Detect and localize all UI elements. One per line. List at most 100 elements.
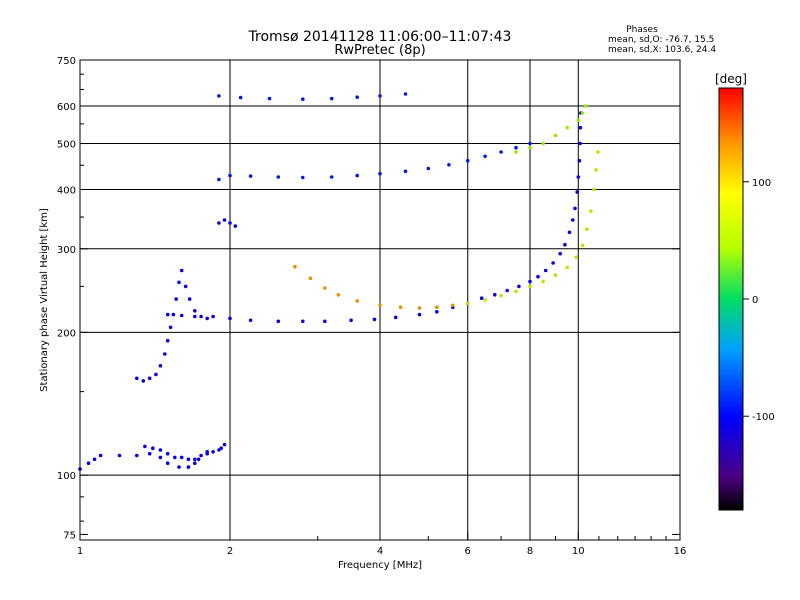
- data-point: [435, 305, 439, 310]
- data-point: [98, 453, 103, 458]
- data-point: [135, 453, 139, 458]
- x-tick-label: 1: [77, 546, 83, 557]
- data-point: [596, 150, 600, 154]
- data-point: [147, 376, 152, 381]
- x-axis-label: Frequency [MHz]: [338, 560, 422, 571]
- data-point: [179, 455, 184, 460]
- data-point: [323, 319, 327, 324]
- y-tick-label: 750: [57, 56, 76, 67]
- data-point: [217, 221, 221, 225]
- y-axis-label: Stationary phase Virtual Height [km]: [39, 208, 50, 392]
- data-point: [417, 306, 422, 310]
- data-point: [193, 314, 197, 319]
- data-point: [151, 446, 155, 451]
- data-point: [435, 310, 439, 314]
- data-point: [199, 314, 203, 319]
- data-point: [594, 168, 598, 172]
- x-tick-label: 16: [674, 546, 687, 557]
- data-point: [336, 293, 341, 297]
- data-point: [222, 218, 227, 222]
- data-point: [514, 145, 518, 150]
- data-point: [398, 305, 403, 310]
- data-point: [183, 284, 188, 289]
- colorbar: [718, 87, 744, 511]
- data-point: [483, 298, 487, 302]
- data-point: [378, 94, 382, 98]
- data-point: [186, 465, 191, 469]
- data-point: [301, 175, 305, 180]
- data-point: [493, 293, 497, 297]
- data-point: [219, 446, 223, 451]
- data-point: [196, 457, 201, 462]
- data-point: [193, 461, 197, 466]
- data-point: [217, 94, 221, 98]
- colorbar-tick-label: -100: [752, 412, 775, 423]
- data-point: [558, 251, 562, 256]
- data-point: [158, 455, 163, 460]
- colorbar-tick-label: 100: [752, 178, 771, 189]
- data-point: [165, 451, 170, 456]
- data-point: [179, 268, 184, 273]
- data-point: [186, 457, 191, 462]
- data-point: [217, 177, 221, 182]
- data-point: [174, 297, 178, 301]
- data-point: [135, 376, 139, 381]
- data-point: [355, 299, 360, 303]
- data-point: [565, 125, 569, 130]
- data-point: [248, 174, 253, 178]
- chart-subtitle: RwPretec (8p): [334, 43, 425, 58]
- data-point: [228, 221, 232, 225]
- data-point: [553, 133, 558, 138]
- data-point: [276, 175, 281, 179]
- data-point: [563, 242, 567, 247]
- data-point: [393, 315, 398, 320]
- data-point: [585, 227, 589, 231]
- data-point: [211, 314, 215, 319]
- data-point: [248, 318, 253, 323]
- y-tick-label: 600: [57, 102, 76, 113]
- data-point: [293, 264, 297, 269]
- phases-heading: Phases: [626, 25, 658, 35]
- data-point: [536, 274, 540, 279]
- data-point: [372, 317, 377, 322]
- data-point: [465, 158, 470, 163]
- x-tick-label: 2: [227, 546, 233, 557]
- data-point: [592, 187, 596, 192]
- data-point: [329, 96, 334, 101]
- data-point: [205, 451, 209, 456]
- data-point: [551, 261, 555, 265]
- data-point: [499, 150, 503, 154]
- data-point: [451, 303, 455, 308]
- data-point: [276, 319, 281, 324]
- data-point: [163, 352, 167, 356]
- data-point: [589, 209, 593, 213]
- data-point: [154, 372, 158, 377]
- data-point: [517, 284, 521, 289]
- data-point: [177, 465, 181, 469]
- data-point: [578, 141, 582, 146]
- y-tick-label: 75: [63, 530, 76, 541]
- data-point: [447, 163, 451, 167]
- chart-title: Tromsø 20141128 11:06:00–11:07:43: [248, 29, 512, 45]
- data-point: [576, 175, 581, 179]
- data-point: [308, 276, 313, 281]
- data-point: [567, 230, 572, 235]
- data-point: [355, 173, 360, 178]
- data-point: [580, 243, 585, 248]
- data-point: [92, 457, 97, 462]
- y-axis-ticks: 75 100 200 300 400 500 600 750: [57, 56, 680, 541]
- y-tick-label: 200: [57, 328, 76, 339]
- data-point: [173, 455, 177, 460]
- y-tick-label: 100: [57, 471, 76, 482]
- x-tick-label: 4: [377, 546, 383, 557]
- data-point: [580, 111, 585, 115]
- data-point: [417, 312, 422, 317]
- data-point: [158, 364, 163, 368]
- phases-o-stats: mean, sd,O: -76.7, 15.5: [608, 35, 714, 45]
- data-point: [577, 158, 582, 163]
- data-point: [267, 96, 272, 101]
- data-point: [323, 286, 327, 290]
- colorbar-label: [deg]: [715, 72, 747, 86]
- data-point: [187, 297, 192, 301]
